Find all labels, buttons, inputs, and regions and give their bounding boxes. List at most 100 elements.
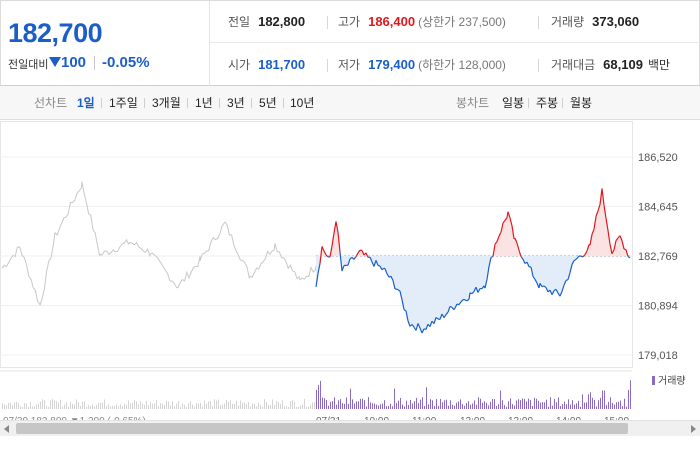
volume-bar-prev: [102, 402, 103, 409]
volume-bar-prev: [238, 405, 239, 409]
period-3m[interactable]: 3개월: [152, 96, 181, 110]
volume-bar: [424, 406, 425, 409]
volume-value: 373,060: [592, 14, 640, 29]
today-segment: [615, 237, 619, 241]
volume-bar-prev: [22, 406, 23, 409]
volume-bar-prev: [96, 404, 97, 409]
volume-bar: [430, 399, 431, 409]
volume-bar-prev: [248, 401, 249, 409]
volume-bar: [434, 406, 435, 409]
high-label: 고가: [338, 15, 361, 29]
volume-bar: [388, 406, 389, 409]
volume-bar-prev: [4, 404, 5, 409]
volume-bar: [576, 403, 577, 409]
volume-bar-prev: [74, 404, 75, 409]
today-segment: [403, 309, 407, 312]
today-segment: [477, 288, 481, 293]
period-5y[interactable]: 5년: [259, 96, 277, 110]
volume-bar: [342, 403, 343, 409]
volume-bar: [332, 401, 333, 409]
volume-bar-prev: [108, 404, 109, 409]
today-segment: [500, 223, 504, 233]
y-tick-label: 186,520: [638, 152, 678, 164]
volume: 거래량 373,060: [551, 1, 639, 43]
prev-day-series: [1, 181, 317, 306]
volume-bar-prev: [70, 401, 71, 409]
volume-bar-prev: [126, 404, 127, 409]
period-1d[interactable]: 1일: [77, 96, 95, 110]
today-segment: [396, 288, 399, 291]
volume-bar: [410, 399, 411, 409]
volume-bar: [582, 394, 583, 409]
volume-bar: [344, 403, 345, 409]
volume-bar-prev: [278, 401, 279, 409]
today-segment: [443, 314, 447, 319]
volume-bar-prev: [88, 405, 89, 409]
volume-bar: [466, 403, 467, 409]
period-1y[interactable]: 1년: [195, 96, 213, 110]
divider: [327, 59, 328, 72]
volume-bar: [440, 398, 441, 409]
volume-bar: [566, 404, 567, 409]
today-segment: [490, 255, 494, 259]
volume-bar-prev: [234, 403, 235, 409]
volume-bar-prev: [50, 400, 51, 409]
volume-bar: [324, 398, 325, 409]
today-segment: [488, 257, 492, 267]
today-segment: [437, 318, 441, 320]
period-3y[interactable]: 3년: [227, 96, 245, 110]
today-segment: [559, 291, 563, 297]
today-segment: [349, 256, 353, 260]
volume-bar: [546, 399, 547, 409]
scrollbar-thumb[interactable]: [16, 423, 628, 434]
chart-scrollbar[interactable]: [0, 420, 700, 436]
volume-bar-prev: [80, 405, 81, 409]
today-segment: [475, 286, 479, 293]
scroll-right-icon[interactable]: [691, 425, 696, 433]
volume-bar: [602, 390, 603, 409]
volume-bar: [592, 397, 593, 409]
today-segment: [381, 267, 385, 271]
today-segment: [441, 313, 445, 319]
period-10y[interactable]: 10년: [290, 96, 315, 110]
volume-bar: [596, 406, 597, 409]
volume-bar: [498, 404, 499, 409]
volume-bar: [628, 389, 629, 409]
volume-bar: [618, 401, 619, 409]
volume-bar: [334, 397, 335, 409]
volume-bar: [550, 397, 551, 409]
volume-bar: [516, 400, 517, 409]
divider: [187, 98, 188, 108]
volume-bar-prev: [144, 404, 145, 409]
volume-bar-prev: [180, 406, 181, 409]
volume-bar-prev: [300, 405, 301, 409]
volume-legend: 거래량: [652, 372, 686, 387]
volume-bar: [378, 405, 379, 409]
today-segment: [365, 252, 369, 258]
volume-bar: [422, 397, 423, 409]
candle-weekly[interactable]: 주봉: [536, 96, 559, 110]
volume-bar-prev: [14, 402, 15, 409]
volume-bar-prev: [78, 402, 79, 409]
scroll-left-icon[interactable]: [4, 425, 9, 433]
today-segment: [449, 305, 453, 308]
divider: [538, 16, 539, 29]
volume-bar-prev: [104, 399, 105, 409]
period-1w[interactable]: 1주일: [109, 96, 138, 110]
today-segment: [339, 251, 343, 272]
volume-bar: [534, 397, 535, 409]
volume-bar-prev: [292, 400, 293, 409]
volume-bar-prev: [2, 403, 3, 409]
today-segment: [460, 299, 464, 303]
volume-bar-prev: [66, 402, 67, 409]
volume-bar: [340, 399, 341, 409]
candle-daily[interactable]: 일봉: [502, 96, 525, 110]
candle-monthly[interactable]: 월봉: [570, 96, 593, 110]
today-segment: [504, 217, 508, 221]
volume-bar: [572, 400, 573, 409]
volume-bar-prev: [82, 401, 83, 409]
candle-chart-label: 봉차트: [456, 96, 490, 110]
volume-bar: [394, 388, 395, 409]
volume-bar: [348, 403, 349, 409]
today-segment: [411, 324, 415, 328]
